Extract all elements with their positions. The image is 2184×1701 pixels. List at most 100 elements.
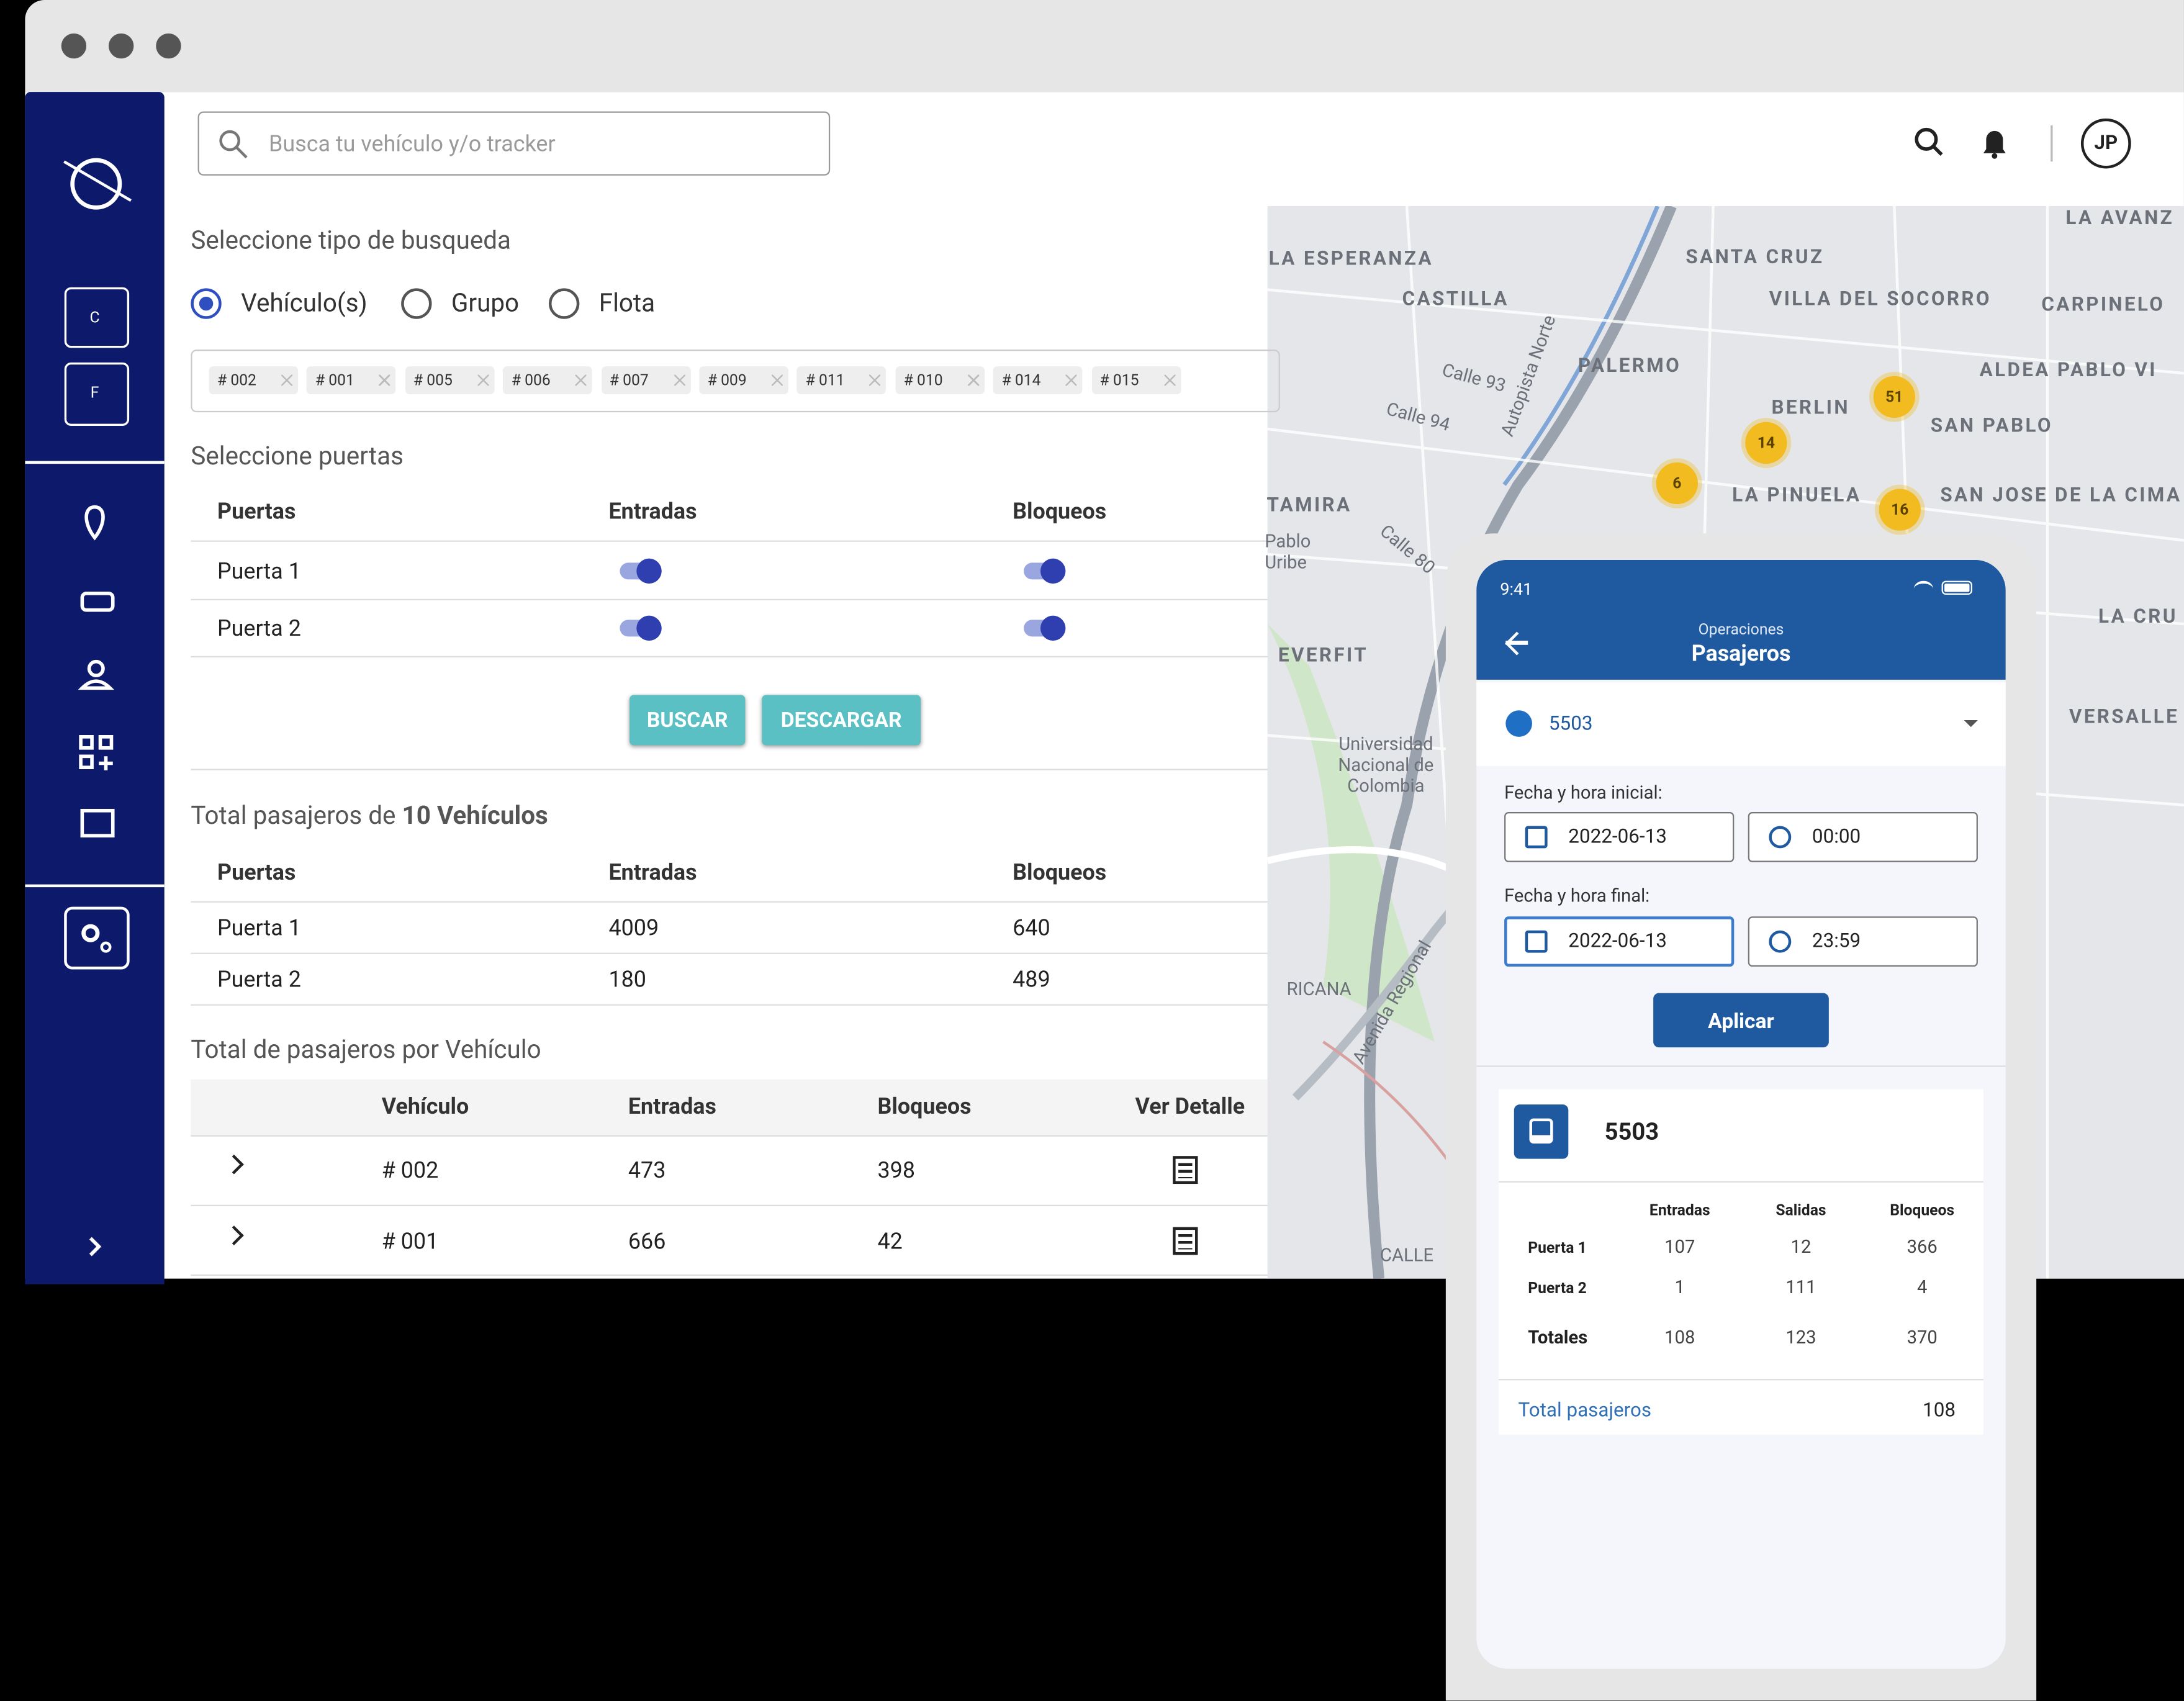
- map-label: CALLE: [1380, 1245, 1434, 1267]
- files-icon[interactable]: [80, 808, 115, 837]
- dropdown[interactable]: [1476, 682, 2006, 766]
- tag-remove: [869, 374, 881, 386]
- door-label: Puerta 2: [217, 615, 301, 642]
- settings-button[interactable]: [64, 906, 130, 970]
- avatar[interactable]: [2080, 118, 2131, 169]
- c-button[interactable]: [64, 287, 130, 348]
- row-label: Puerta 2: [1528, 1279, 1587, 1297]
- vehicle-icon[interactable]: [80, 591, 115, 612]
- map-cluster[interactable]: [1879, 489, 1921, 531]
- toggle-knob: [1040, 615, 1066, 641]
- notifications[interactable]: [1983, 130, 2006, 153]
- tag-remove: [673, 374, 685, 386]
- radio[interactable]: [401, 288, 432, 319]
- tag-remove: [477, 374, 489, 386]
- tag-label: # 011: [805, 371, 845, 390]
- section-label: Total de pasajeros por Vehículo: [191, 1035, 541, 1065]
- apply-button[interactable]: [1653, 993, 1829, 1048]
- bus-glyph: [1529, 1118, 1553, 1144]
- tag-label: # 007: [609, 371, 649, 390]
- map-label: VILLA DEL SOCORRO: [1769, 288, 1992, 311]
- search-button[interactable]: [1915, 127, 1938, 151]
- apps-icon[interactable]: [79, 735, 114, 770]
- cell: 111: [1785, 1278, 1816, 1299]
- cluster-count: 51: [1885, 387, 1903, 407]
- search-box[interactable]: [197, 111, 831, 176]
- row-line: [191, 1274, 1268, 1276]
- row-line: [191, 598, 1268, 600]
- door-label: Puerta 1: [217, 557, 301, 585]
- sidebar-button-label: F: [90, 384, 99, 402]
- field-label: Fecha y hora final:: [1504, 887, 1650, 908]
- row-line: [191, 1004, 1268, 1006]
- map-cluster[interactable]: [1656, 462, 1698, 505]
- tag-remove: [771, 374, 783, 386]
- map-label: BERLIN: [1771, 397, 1850, 420]
- map-label: RICANA: [1286, 980, 1351, 1001]
- column-header: Salidas: [1776, 1201, 1826, 1220]
- user-icon[interactable]: [87, 659, 105, 677]
- header-subtitle: Operaciones: [1698, 620, 1784, 639]
- browser-bar: [25, 0, 2184, 92]
- back-arrow-line: [1505, 641, 1528, 644]
- calendar-icon: [1525, 826, 1548, 849]
- action-button[interactable]: [629, 695, 746, 746]
- map-label: CASTILLA: [1402, 288, 1509, 311]
- result-card: [1499, 1089, 1983, 1435]
- expand-icon[interactable]: [89, 1237, 102, 1257]
- column-header: Bloqueos: [877, 1093, 972, 1119]
- avatar-initials: JP: [2094, 132, 2118, 155]
- cell: 4: [1916, 1278, 1928, 1299]
- map-label: SAN PABLO: [1930, 415, 2053, 438]
- cell: 4009: [608, 914, 659, 941]
- toggle-knob: [636, 615, 662, 641]
- location-icon[interactable]: [84, 505, 105, 541]
- sidebar-icons: [25, 158, 165, 1257]
- row-line: [191, 540, 1268, 542]
- radio-dot: [199, 296, 214, 311]
- wifi-icon: [1913, 580, 1934, 598]
- radio[interactable]: [191, 288, 222, 319]
- cell: Puerta 1: [217, 914, 301, 941]
- map-cluster[interactable]: [1873, 376, 1915, 418]
- column-header: Entradas: [608, 859, 697, 885]
- map-label: LA ESPERANZA: [1268, 248, 1433, 271]
- card-line: [1499, 1181, 1983, 1183]
- tag-label: # 014: [1001, 371, 1041, 390]
- cell: 666: [628, 1227, 666, 1255]
- input-value: 2022-06-13: [1568, 826, 1667, 849]
- check-icon: [1505, 710, 1532, 737]
- input-field[interactable]: [1504, 812, 1735, 862]
- tag-remove: [967, 374, 979, 386]
- detail-icon[interactable]: [1173, 1156, 1198, 1184]
- row-label: Totales: [1528, 1328, 1588, 1349]
- detail-icon[interactable]: [1173, 1227, 1198, 1255]
- input-field[interactable]: [1504, 916, 1735, 967]
- cell: 489: [1013, 965, 1050, 993]
- radio[interactable]: [548, 288, 580, 319]
- field-label: Fecha y hora inicial:: [1504, 783, 1663, 805]
- tag-label: # 001: [315, 371, 354, 390]
- map-label: LA AVANZ: [2065, 207, 2175, 230]
- map-label: PALERMO: [1577, 355, 1682, 378]
- card-line: [1499, 1379, 1983, 1381]
- action-button[interactable]: [762, 695, 921, 746]
- row-line: [191, 901, 1268, 903]
- cell: 12: [1790, 1237, 1812, 1259]
- map-label: ALDEA PABLO VI: [1979, 359, 2157, 382]
- row-line: [191, 1135, 1268, 1137]
- cell: 108: [1664, 1328, 1695, 1349]
- section-label: Seleccione puertas: [191, 442, 404, 472]
- search-placeholder: Busca tu vehículo y/o tracker: [269, 130, 556, 157]
- map-cluster[interactable]: [1745, 422, 1787, 464]
- dropdown-caret: [1964, 720, 1978, 728]
- map-label: SANTA CRUZ: [1685, 246, 1825, 269]
- input-value: 2022-06-13: [1568, 930, 1667, 953]
- f-button[interactable]: [64, 362, 130, 426]
- table-header-bg: [191, 1079, 1268, 1135]
- tag-label: # 015: [1099, 371, 1139, 390]
- clock-icon: [1769, 826, 1792, 849]
- radio-label: Flota: [598, 289, 656, 318]
- map-label: Universidad Nacional de Colombia: [1338, 734, 1434, 798]
